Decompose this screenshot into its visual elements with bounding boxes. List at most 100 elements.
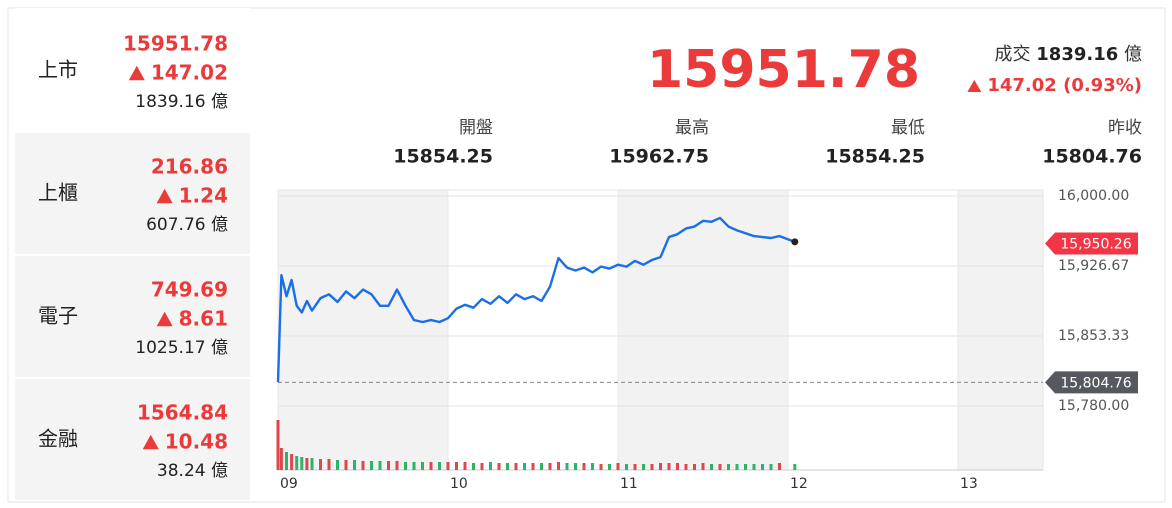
y-tick-label: 16,000.00 xyxy=(1058,188,1129,204)
volume-bar xyxy=(327,459,331,470)
chart: 16,000.00 15,926.67 15,853.33 15,780.00 09 10… xyxy=(276,188,1138,492)
volume-bar xyxy=(290,454,294,470)
up-arrow xyxy=(156,311,173,327)
index-volume: 1839.16 億 xyxy=(135,92,228,112)
volume-bar xyxy=(455,462,458,470)
hour-band xyxy=(958,190,1043,470)
volume-bar xyxy=(693,464,696,470)
volume-bar xyxy=(472,463,475,470)
volume-bar xyxy=(276,420,280,470)
volume-bar xyxy=(446,462,450,470)
volume-bar xyxy=(285,452,288,470)
volume-bar xyxy=(727,464,730,470)
x-tick-label: 13 xyxy=(960,476,978,492)
stat-label: 昨收 xyxy=(1108,118,1142,138)
volume-bar xyxy=(684,464,688,470)
volume-bar xyxy=(633,464,637,470)
volume-bar xyxy=(616,463,620,470)
volume-bar xyxy=(565,463,569,470)
index-name: 金融 xyxy=(38,427,78,451)
volume-bar xyxy=(591,463,594,470)
volume-bar xyxy=(295,456,299,470)
x-tick-label: 11 xyxy=(620,476,638,492)
stat-value: 15854.25 xyxy=(393,146,493,168)
index-change: 10.48 xyxy=(165,430,228,454)
x-tick-label: 09 xyxy=(280,476,298,492)
volume-bar xyxy=(421,462,424,470)
last-dot xyxy=(791,238,799,246)
header-change: 147.02 (0.93%) xyxy=(987,75,1142,96)
up-arrow xyxy=(967,80,982,92)
index-change: 8.61 xyxy=(179,307,228,331)
volume-bar xyxy=(319,459,322,470)
volume-bar xyxy=(506,463,509,470)
volume-bar xyxy=(480,463,484,470)
volume-bar xyxy=(701,463,705,470)
sidebar: 上市 15951.78 147.02 1839.16 億上櫃 216.86 1.24 607… xyxy=(15,8,250,500)
volume-bar xyxy=(336,460,339,470)
volume-bar xyxy=(793,464,797,470)
volume-bar xyxy=(523,463,526,470)
volume-bar xyxy=(769,464,773,470)
volume-bar xyxy=(557,462,560,470)
hour-band xyxy=(278,190,448,470)
volume-bar xyxy=(574,463,577,470)
volume-bar xyxy=(489,462,492,470)
volume-bar xyxy=(497,463,501,470)
stat-value: 15804.76 xyxy=(1042,146,1142,168)
volume-bar xyxy=(735,464,739,470)
stat-label: 最高 xyxy=(675,118,709,138)
volume-bar xyxy=(718,464,722,470)
index-change: 1.24 xyxy=(179,184,228,208)
index-volume: 38.24 億 xyxy=(157,461,228,481)
y-tick-label: 15,853.33 xyxy=(1058,328,1129,344)
stats: 開盤 15854.25 最高 15962.75 最低 15854.25 昨收 15804.76 xyxy=(393,118,1142,168)
volume-bar xyxy=(387,461,390,470)
volume-bar xyxy=(310,458,314,470)
turnover-label: 成交 xyxy=(995,44,1031,65)
volume-bar xyxy=(395,461,399,470)
big-price: 15951.78 xyxy=(647,40,920,100)
index-name: 上櫃 xyxy=(38,181,78,205)
volume-bar xyxy=(608,464,611,470)
price-tag xyxy=(1045,232,1138,255)
volume-bar xyxy=(778,463,781,470)
volume-bar xyxy=(438,462,441,470)
index-change: 147.02 xyxy=(151,61,228,85)
volume-bar xyxy=(463,462,467,470)
volume-bar xyxy=(582,463,586,470)
index-volume: 1025.17 億 xyxy=(135,338,228,358)
y-tick-label: 15,926.67 xyxy=(1058,258,1129,274)
volume-bar xyxy=(599,464,603,470)
index-price: 1564.84 xyxy=(137,401,228,425)
volume-bar xyxy=(625,464,628,470)
volume-bar xyxy=(667,463,671,470)
volume-bar xyxy=(404,462,407,470)
sidebar-row xyxy=(15,379,250,500)
y-tick-label: 15,780.00 xyxy=(1058,398,1129,414)
sidebar-row xyxy=(15,256,250,377)
price-tag-label: 15,950.26 xyxy=(1060,236,1131,252)
index-price: 749.69 xyxy=(151,278,228,302)
volume-bar xyxy=(300,457,304,470)
stat-value: 15854.25 xyxy=(825,146,925,168)
volume-bar xyxy=(642,464,645,470)
volume-bar xyxy=(659,463,662,470)
volume-bar xyxy=(540,463,543,470)
up-arrow xyxy=(142,434,159,450)
volume-bar xyxy=(752,464,756,470)
x-tick-label: 10 xyxy=(450,476,468,492)
turnover: 成交 1839.16 億 xyxy=(995,44,1142,65)
volume-bar xyxy=(279,448,283,470)
volume-bar xyxy=(429,462,433,470)
price-tag-label: 15,804.76 xyxy=(1060,375,1131,391)
stat-value: 15962.75 xyxy=(609,146,709,168)
volume-bar xyxy=(710,464,713,470)
stat-label: 開盤 xyxy=(459,118,493,138)
volume-bar xyxy=(676,463,679,470)
up-arrow xyxy=(156,188,173,204)
volume-bar xyxy=(761,464,764,470)
up-arrow xyxy=(128,65,145,81)
stat-label: 最低 xyxy=(891,118,925,138)
